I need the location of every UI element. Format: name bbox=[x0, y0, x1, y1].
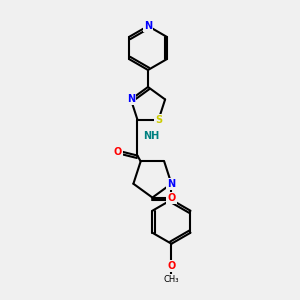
Text: O: O bbox=[167, 261, 175, 271]
Text: N: N bbox=[144, 21, 152, 31]
Text: O: O bbox=[167, 193, 175, 202]
Text: N: N bbox=[127, 94, 135, 104]
Text: O: O bbox=[113, 147, 122, 157]
Text: N: N bbox=[167, 179, 175, 189]
Text: CH₃: CH₃ bbox=[164, 275, 179, 284]
Text: S: S bbox=[155, 115, 162, 124]
Text: NH: NH bbox=[143, 130, 160, 141]
